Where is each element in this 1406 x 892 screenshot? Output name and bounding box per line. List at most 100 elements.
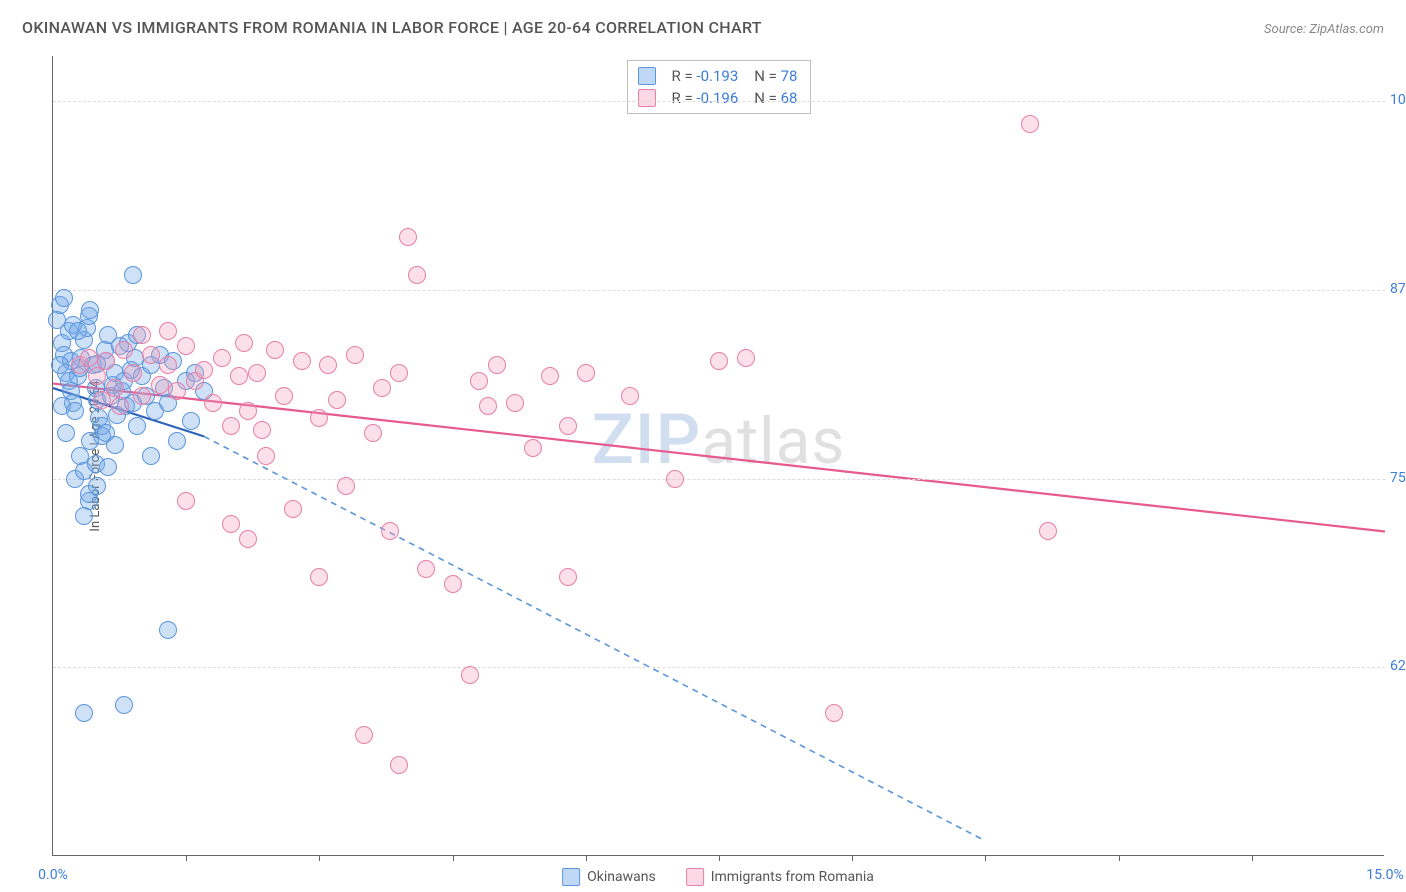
x-tick-label: 0.0% <box>38 867 68 883</box>
scatter-point <box>133 387 151 405</box>
watermark-zip: ZIP <box>592 399 702 481</box>
y-tick-label: 100.0% <box>1390 92 1406 108</box>
scatter-point <box>81 301 99 319</box>
scatter-point <box>346 346 364 364</box>
scatter-point <box>1039 522 1057 540</box>
scatter-point <box>222 417 240 435</box>
legend-swatch <box>562 868 580 886</box>
legend-item: Okinawans <box>562 868 656 886</box>
scatter-point <box>266 341 284 359</box>
scatter-point <box>461 666 479 684</box>
gridline <box>53 290 1385 291</box>
n-value: 78 <box>781 67 798 85</box>
scatter-point <box>355 726 373 744</box>
legend-label: Immigrants from Romania <box>711 869 874 885</box>
x-tick <box>1252 855 1253 861</box>
x-tick <box>186 855 187 861</box>
scatter-point <box>275 387 293 405</box>
r-value: -0.193 <box>696 67 738 85</box>
legend-swatch <box>638 89 656 107</box>
plot-region: ZIPatlas R = -0.193 N = 78 R = -0.196 N = 6… <box>52 56 1384 856</box>
scatter-point <box>142 346 160 364</box>
scatter-point <box>408 266 426 284</box>
x-tick <box>1119 855 1120 861</box>
legend-swatch <box>638 67 656 85</box>
legend-row: R = -0.196 N = 68 <box>638 87 798 109</box>
scatter-point <box>168 432 186 450</box>
scatter-point <box>182 412 200 430</box>
scatter-point <box>195 361 213 379</box>
scatter-point <box>239 530 257 548</box>
scatter-point <box>559 417 577 435</box>
x-tick <box>852 855 853 861</box>
n-label: N = <box>754 67 780 85</box>
scatter-point <box>293 352 311 370</box>
scatter-point <box>115 696 133 714</box>
scatter-point <box>57 424 75 442</box>
scatter-point <box>177 337 195 355</box>
n-label: N = <box>754 89 780 107</box>
scatter-point <box>99 458 117 476</box>
x-tick <box>453 855 454 861</box>
scatter-point <box>159 356 177 374</box>
scatter-point <box>710 352 728 370</box>
scatter-point <box>80 349 98 367</box>
r-label: R = <box>672 89 697 107</box>
x-tick <box>719 855 720 861</box>
n-value: 68 <box>781 89 798 107</box>
scatter-point <box>364 424 382 442</box>
scatter-point <box>128 417 146 435</box>
y-tick-label: 87.5% <box>1390 281 1406 297</box>
chart-title: OKINAWAN VS IMMIGRANTS FROM ROMANIA IN L… <box>22 18 762 37</box>
legend-swatch <box>686 868 704 886</box>
x-tick <box>586 855 587 861</box>
scatter-point <box>506 394 524 412</box>
x-tick-label: 15.0% <box>1366 867 1404 883</box>
scatter-point <box>204 394 222 412</box>
scatter-point <box>213 349 231 367</box>
scatter-point <box>97 352 115 370</box>
scatter-point <box>825 704 843 722</box>
scatter-point <box>373 379 391 397</box>
scatter-point <box>55 289 73 307</box>
scatter-point <box>115 341 133 359</box>
scatter-point <box>124 364 142 382</box>
x-tick <box>319 855 320 861</box>
chart-area: In Labor Force | Age 20-64 ZIPatlas R = … <box>52 56 1384 856</box>
scatter-point <box>222 515 240 533</box>
scatter-point <box>479 397 497 415</box>
x-tick <box>985 855 986 861</box>
scatter-point <box>235 334 253 352</box>
scatter-point <box>1021 115 1039 133</box>
scatter-point <box>488 356 506 374</box>
scatter-point <box>159 322 177 340</box>
scatter-point <box>390 364 408 382</box>
scatter-point <box>133 326 151 344</box>
scatter-point <box>577 364 595 382</box>
watermark-rest: atlas <box>701 404 845 479</box>
scatter-point <box>151 376 169 394</box>
scatter-point <box>470 372 488 390</box>
scatter-point <box>111 397 129 415</box>
scatter-point <box>381 522 399 540</box>
scatter-point <box>524 439 542 457</box>
scatter-point <box>559 568 577 586</box>
scatter-point <box>66 402 84 420</box>
scatter-point <box>69 322 87 340</box>
gridline <box>53 479 1385 480</box>
legend-row: R = -0.193N = 78 <box>638 65 798 87</box>
chart-container: OKINAWAN VS IMMIGRANTS FROM ROMANIA IN L… <box>0 0 1406 892</box>
scatter-point <box>337 477 355 495</box>
scatter-point <box>124 266 142 284</box>
scatter-point <box>142 447 160 465</box>
scatter-point <box>75 507 93 525</box>
scatter-point <box>257 447 275 465</box>
series-legend: Okinawans Immigrants from Romania <box>562 868 874 886</box>
gridline <box>53 667 1385 668</box>
scatter-point <box>399 228 417 246</box>
scatter-point <box>106 436 124 454</box>
legend-label: Okinawans <box>587 869 656 885</box>
scatter-point <box>75 704 93 722</box>
y-tick-label: 62.5% <box>1390 658 1406 674</box>
r-value: -0.196 <box>696 89 738 107</box>
